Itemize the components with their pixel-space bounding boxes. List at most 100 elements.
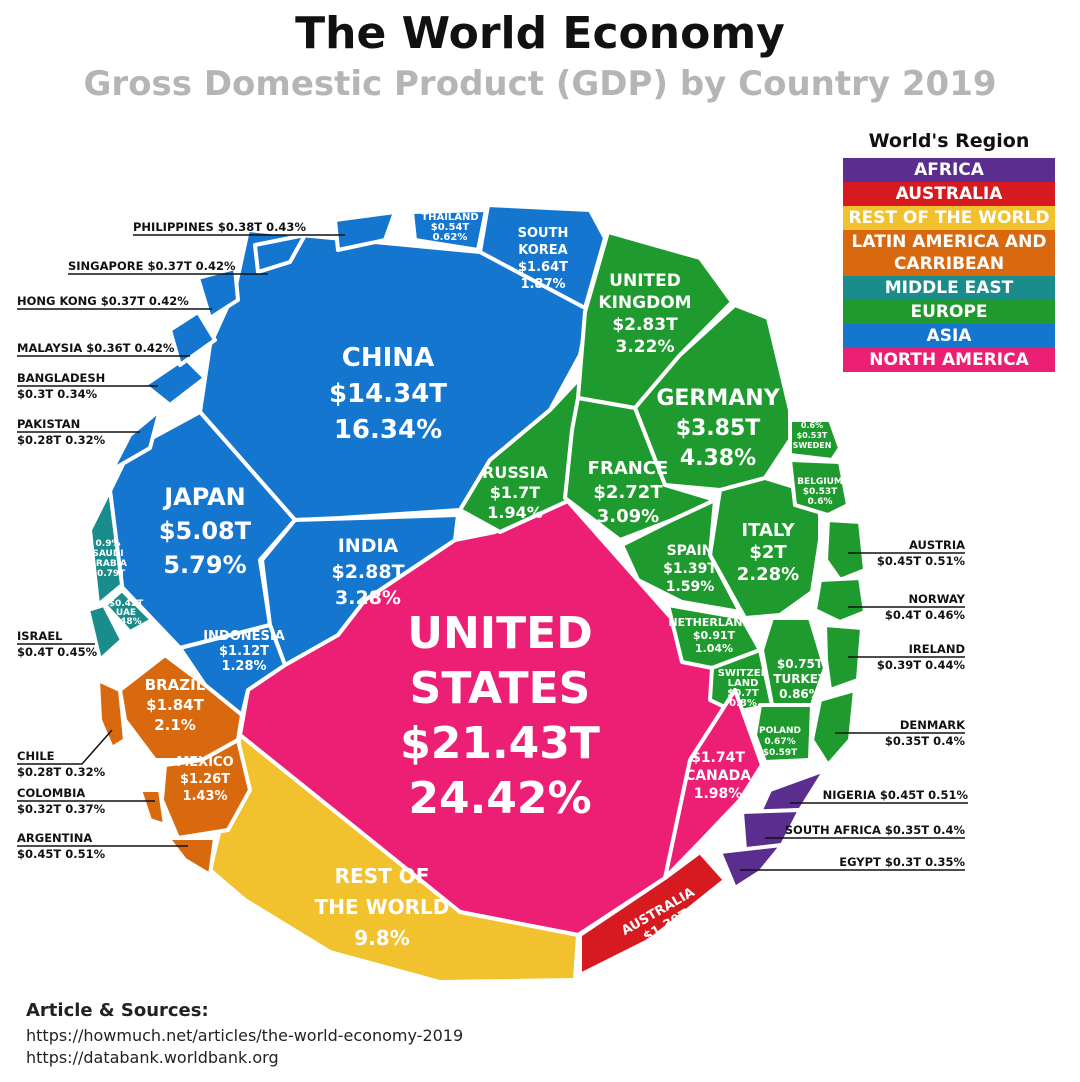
- cell-label-russia: 1.94%: [487, 503, 543, 522]
- cell-label-mexico: MEXICO: [176, 755, 233, 770]
- callout-value-denmark: $0.35T 0.4%: [885, 734, 966, 748]
- callout-label-israel: ISRAEL: [17, 629, 63, 643]
- callout-value-ireland: $0.39T 0.44%: [877, 658, 966, 672]
- cell-label-turkey: 0.86%: [779, 687, 821, 701]
- cell-label-indonesia: 1.28%: [221, 659, 266, 674]
- cell-switzerland: [708, 648, 774, 714]
- legend-item-latin-america: LATIN AMERICA AND CARRIBEAN: [843, 230, 1055, 276]
- cell-label-italy: $2T: [749, 542, 787, 563]
- cell-label-canada: CANADA: [685, 768, 751, 784]
- cell-chile: [96, 678, 127, 750]
- cell-egypt: [718, 843, 784, 890]
- cell-label-germany: 4.38%: [680, 446, 756, 471]
- callout-label-egypt: EGYPT $0.3T 0.35%: [839, 855, 965, 869]
- callout-value-argentina: $0.45T 0.51%: [17, 847, 106, 861]
- cell-colombia: [138, 788, 167, 827]
- cell-label-rest-of-the-world: REST OF: [335, 864, 430, 888]
- cell-belgium: [788, 458, 850, 517]
- cell-malaysia: [168, 310, 217, 367]
- cell-label-india: INDIA: [338, 535, 399, 557]
- cell-label-mexico: 1.43%: [182, 789, 227, 804]
- cell-norway: [813, 576, 867, 624]
- callout-label-ireland: IRELAND: [909, 642, 965, 656]
- cell-hong-kong: [196, 266, 240, 320]
- callout-label-philippines: PHILIPPINES $0.38T 0.43%: [133, 220, 306, 234]
- cell-ireland: [823, 623, 864, 692]
- callout-value-pakistan: $0.28T 0.32%: [17, 433, 106, 447]
- cell-label-thailand: 0.62%: [433, 232, 468, 243]
- cell-label-united-states: UNITED: [407, 608, 593, 659]
- cell-label-thailand: $0.54T: [431, 222, 470, 233]
- cell-label-poland: POLAND: [759, 726, 801, 736]
- legend-item-asia: ASIA: [843, 324, 1055, 348]
- cell-label-china: $14.34T: [329, 379, 447, 409]
- cell-canada: [663, 688, 764, 880]
- region-legend: World's Region AFRICA AUSTRALIA REST OF …: [843, 130, 1055, 372]
- legend-item-australia: AUSTRALIA: [843, 182, 1055, 206]
- source-link[interactable]: https://howmuch.net/articles/the-world-e…: [26, 1026, 464, 1045]
- cell-label-south-korea: 1.87%: [520, 277, 565, 292]
- callout-value-colombia: $0.32T 0.37%: [17, 802, 106, 816]
- cell-label-russia: RUSSIA: [482, 463, 549, 482]
- cell-india: [260, 513, 460, 667]
- cell-label-canada: $1.74T: [691, 750, 745, 766]
- source-link[interactable]: https://databank.worldbank.org: [26, 1048, 279, 1067]
- legend-item-africa: AFRICA: [843, 158, 1055, 182]
- legend-item-rest-of-world: REST OF THE WORLD: [843, 206, 1055, 230]
- cell-label-netherlands: $0.91T: [693, 629, 736, 642]
- cell-israel: [86, 603, 124, 662]
- cell-australia: [578, 850, 727, 977]
- cell-label-switzerland: LAND: [728, 678, 759, 689]
- callout-label-austria: AUSTRIA: [909, 538, 965, 552]
- sources-title: Article & Sources:: [26, 1000, 209, 1021]
- cell-spain: [620, 498, 742, 614]
- cell-label-china: 16.34%: [334, 415, 442, 445]
- cell-label-switzerland: 0.8%: [729, 698, 757, 709]
- cell-label-rest-of-the-world: THE WORLD: [315, 895, 450, 919]
- cell-label-italy: 2.28%: [737, 564, 799, 585]
- callout-label-chile: CHILE: [17, 749, 55, 763]
- cell-label-spain: $1.39T: [663, 561, 717, 577]
- cell-label-france: $2.72T: [593, 482, 663, 503]
- cell-label-netherlands: 1.04%: [695, 642, 733, 655]
- cell-label-india: 3.28%: [335, 587, 401, 609]
- callout-value-norway: $0.4T 0.46%: [885, 608, 966, 622]
- legend-item-north-america: NORTH AMERICA: [843, 348, 1055, 372]
- cell-label-saudi-arabia: ARABIA: [89, 559, 127, 569]
- cell-label-germany: GERMANY: [656, 386, 780, 411]
- cell-label-united-states: STATES: [410, 663, 591, 714]
- cell-label-uae: UAE: [116, 608, 136, 618]
- callout-label-argentina: ARGENTINA: [17, 831, 92, 845]
- callout-value-bangladesh: $0.3T 0.34%: [17, 387, 98, 401]
- cell-philippines: [333, 210, 397, 252]
- callout-label-south-africa: SOUTH AFRICA $0.35T 0.4%: [785, 823, 966, 837]
- cell-label-sweden: $0.53T: [797, 431, 828, 440]
- callout-label-pakistan: PAKISTAN: [17, 417, 80, 431]
- callout-label-denmark: DENMARK: [900, 718, 966, 732]
- cell-label-canada: 1.98%: [694, 786, 743, 802]
- cell-label-turkey: TURKEY: [773, 672, 827, 686]
- cell-label-indonesia: INDONESIA: [203, 629, 285, 644]
- cell-label-rest-of-the-world: 9.8%: [354, 926, 409, 950]
- cell-label-united-states: 24.42%: [408, 773, 591, 824]
- cell-uae: [103, 588, 154, 634]
- cell-label-france: 3.09%: [597, 506, 659, 527]
- callout-label-singapore: SINGAPORE $0.37T 0.42%: [68, 259, 236, 273]
- callout-value-israel: $0.4T 0.45%: [17, 645, 98, 659]
- cell-label-belgium: 0.6%: [808, 497, 833, 507]
- cell-label-russia: $1.7T: [490, 483, 540, 502]
- cell-label-japan: JAPAN: [162, 483, 246, 511]
- cell-label-united-kingdom: UNITED: [609, 271, 681, 291]
- legend-item-europe: EUROPE: [843, 300, 1055, 324]
- cell-label-south-korea: KOREA: [518, 243, 568, 258]
- cell-mexico: [160, 738, 252, 840]
- chart-title: The World Economy: [295, 8, 785, 59]
- cell-label-india: $2.88T: [331, 561, 404, 583]
- cell-label-united-kingdom: 3.22%: [616, 337, 675, 357]
- cell-label-japan: 5.79%: [163, 551, 246, 579]
- callout-label-colombia: COLOMBIA: [17, 786, 85, 800]
- cell-label-saudi-arabia: $0.79T: [91, 569, 126, 579]
- cell-label-saudi-arabia: SAUDI: [92, 549, 123, 559]
- cell-label-china: CHINA: [342, 343, 434, 373]
